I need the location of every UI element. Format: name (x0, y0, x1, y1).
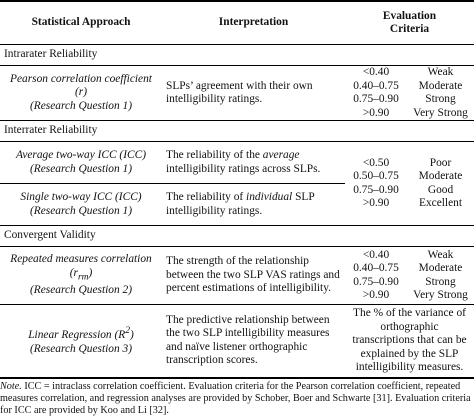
criteria-range: 0.50–0.75 (353, 170, 399, 182)
research-question: (Research Question 1) (29, 204, 133, 217)
criteria-range: <0.50 (362, 156, 390, 169)
note-label: Note. (0, 380, 22, 392)
note-text: ICC = intraclass correlation coefficient… (0, 380, 471, 416)
approach-text: Linear Regression (R (28, 329, 126, 342)
section-title: Interrater Reliability (0, 120, 474, 142)
table-row: Average two-way ICC (ICC) (Research Quest… (0, 141, 474, 209)
section-row: Interrater Reliability (0, 120, 474, 142)
criteria-range: 0.75–0.90 (353, 93, 399, 105)
table-body: Intrarater Reliability Pearson correlatio… (0, 44, 474, 379)
criteria-range: 0.40–0.75 (353, 79, 399, 92)
interpretation-text: intelligibility ratings across SLPs. (166, 162, 321, 175)
interpretation-cell: The reliability of individual SLP intell… (162, 184, 345, 226)
criteria-grid: <0.40 Weak 0.40–0.75 Moderate 0.75–0.90 Stron… (345, 249, 474, 303)
criteria-label: Moderate (418, 79, 463, 92)
criteria-range: 0.75–0.90 (353, 183, 399, 196)
approach-text: Repeated measures correlation (r (10, 253, 152, 279)
interpretation-text: SLPs’ agreement with their own intelligi… (166, 79, 313, 106)
approach-cell: Single two-way ICC (ICC) (Research Questi… (0, 184, 162, 226)
table-row: Linear Regression (R2) (Research Question… (0, 304, 474, 379)
table-row: Single two-way ICC (ICC) (Research Questi… (0, 184, 474, 226)
section-row: Convergent Validity (0, 225, 474, 247)
criteria-label: Good (427, 183, 454, 196)
criteria-text: The % of the variance of orthographic tr… (345, 304, 474, 379)
interpretation-text: The reliability of (166, 191, 247, 203)
research-question: (Research Question 1) (29, 99, 133, 112)
column-header: Interpretation (162, 0, 345, 45)
interpretation-cell: SLPs’ agreement with their own intelligi… (162, 66, 345, 121)
approach-cell: Average two-way ICC (ICC) (Research Quest… (0, 141, 162, 184)
criteria-range: >0.90 (362, 106, 390, 119)
interpretation-cell: The predictive relationship between the … (162, 304, 345, 379)
criteria-label: Moderate (418, 170, 463, 182)
approach-text: ) (88, 266, 93, 279)
criteria-label: Strong (425, 93, 456, 105)
criteria-label: Moderate (418, 262, 463, 274)
criteria-range: <0.40 (362, 248, 390, 261)
criteria-label: Strong (425, 275, 456, 288)
table-row: Repeated measures correlation (rrm) (Rese… (0, 246, 474, 305)
approach-text: 2 (125, 326, 130, 337)
interpretation-text: average (262, 149, 300, 161)
criteria-label: Very Strong (413, 289, 468, 301)
criteria-cell: <0.40 Weak 0.40–0.75 Moderate 0.75–0.90 Stron… (345, 246, 474, 305)
interpretation-text: SLP intelligibility ratings. (166, 191, 315, 217)
criteria-label: Excellent (418, 197, 462, 209)
criteria-cell: <0.40 Weak 0.40–0.75 Moderate 0.75–0.90 Stron… (345, 66, 474, 121)
approach-text: Pearson correlation coefficient (r) (10, 72, 152, 99)
table-note: Note. ICC = intraclass correlation coeff… (0, 379, 474, 417)
interpretation-text: The strength of the relationship between… (166, 255, 340, 295)
criteria-range: <0.40 (362, 66, 390, 78)
section-title: Convergent Validity (0, 225, 474, 247)
interpretation-text: The predictive relationship between the … (166, 313, 330, 367)
header-row: Statistical Approach Interpretation Eval… (0, 0, 474, 45)
interpretation-cell: The strength of the relationship between… (162, 246, 345, 305)
table-row: Pearson correlation coefficient (r) (Rese… (0, 66, 474, 121)
research-question: (Research Question 1) (29, 162, 133, 175)
section-row: Intrarater Reliability (0, 44, 474, 66)
interpretation-cell: The reliability of the average intelligi… (162, 141, 345, 184)
approach-text: ) (129, 329, 134, 342)
approach-text: Single two-way ICC (ICC) (20, 191, 142, 203)
criteria-cell: <0.50 Poor 0.50–0.75 Moderate 0.75–0.90 Good >… (345, 142, 474, 226)
results-table: Statistical Approach Interpretation Eval… (0, 0, 474, 379)
criteria-label: Weak (427, 66, 454, 78)
criteria-grid: <0.50 Poor 0.50–0.75 Moderate 0.75–0.90 Good >… (345, 157, 474, 211)
interpretation-text: individual (246, 191, 293, 203)
column-header: Evaluation Criteria (345, 0, 474, 45)
criteria-label: Very Strong (413, 106, 468, 119)
interpretation-text: The reliability of the (166, 149, 263, 161)
research-question: (Research Question 3) (29, 342, 133, 355)
column-header: Statistical Approach (0, 0, 162, 45)
approach-text: rm (77, 271, 89, 282)
approach-cell: Linear Regression (R2) (Research Question… (0, 304, 162, 379)
criteria-range: 0.40–0.75 (353, 262, 399, 274)
section-title: Intrarater Reliability (0, 44, 474, 66)
research-question: (Research Question 2) (29, 284, 133, 297)
criteria-grid: <0.40 Weak 0.40–0.75 Moderate 0.75–0.90 Stron… (345, 66, 474, 120)
criteria-label: Poor (429, 156, 452, 169)
criteria-range: >0.90 (362, 197, 390, 209)
criteria-label: Weak (427, 248, 454, 261)
approach-cell: Repeated measures correlation (rrm) (Rese… (0, 246, 162, 305)
criteria-range: 0.75–0.90 (353, 275, 399, 288)
approach-cell: Pearson correlation coefficient (r) (Rese… (0, 66, 162, 121)
approach-text: Average two-way ICC (ICC) (15, 149, 147, 161)
criteria-range: >0.90 (362, 289, 390, 301)
